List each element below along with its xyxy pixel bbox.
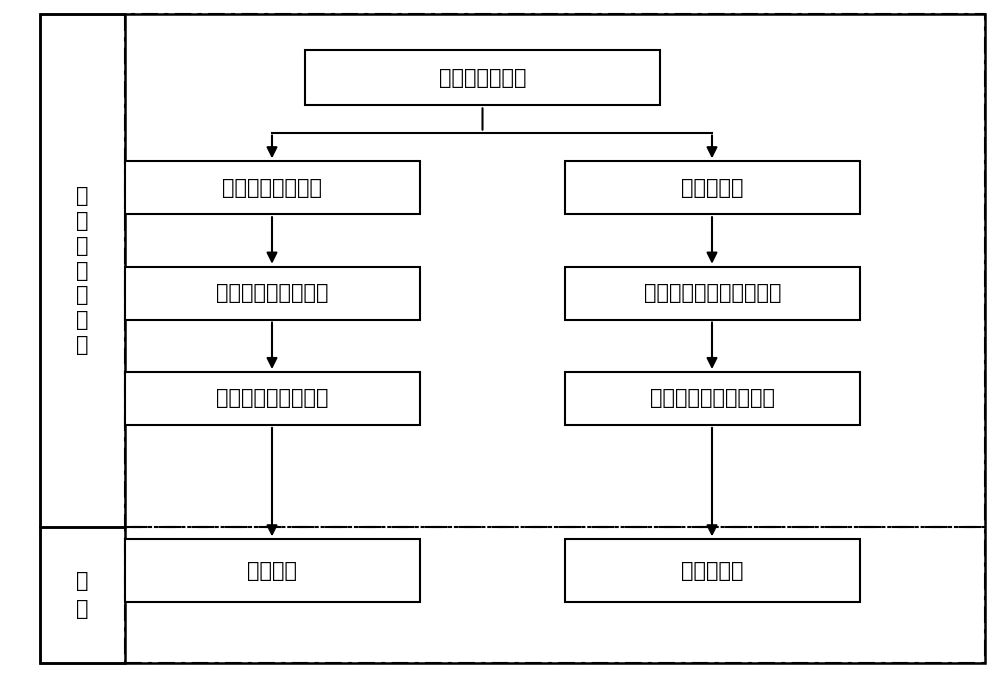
Text: 分层掺拌: 分层掺拌 xyxy=(247,560,297,581)
Bar xyxy=(565,267,860,320)
Bar xyxy=(40,527,125,663)
Bar xyxy=(125,372,420,425)
Bar xyxy=(125,527,985,663)
Text: 形成盐碱地隔盐层材料: 形成盐碱地隔盐层材料 xyxy=(650,388,775,409)
Bar xyxy=(125,539,420,602)
Text: 园林废弃物分类: 园林废弃物分类 xyxy=(439,67,526,88)
Text: 落叶、草坪修剪物: 落叶、草坪修剪物 xyxy=(222,177,322,198)
Bar xyxy=(565,539,860,602)
Text: 形成土壤掺拌改良物: 形成土壤掺拌改良物 xyxy=(216,388,329,409)
Text: 简单处理（剪切、绑扎）: 简单处理（剪切、绑扎） xyxy=(644,283,781,303)
Bar xyxy=(125,161,420,214)
Text: 园林废弃物蚯蚓堆肥: 园林废弃物蚯蚓堆肥 xyxy=(216,283,329,303)
Bar xyxy=(305,50,660,105)
Bar xyxy=(40,14,125,527)
Text: 枝条修剪物: 枝条修剪物 xyxy=(681,177,744,198)
Bar xyxy=(125,14,985,527)
Bar xyxy=(565,161,860,214)
Text: 隔盐层设置: 隔盐层设置 xyxy=(681,560,744,581)
Bar xyxy=(565,372,860,425)
Bar xyxy=(125,267,420,320)
Text: 应
用: 应 用 xyxy=(76,571,89,619)
Text: 园
林
废
弃
物
处
理: 园 林 废 弃 物 处 理 xyxy=(76,186,89,355)
